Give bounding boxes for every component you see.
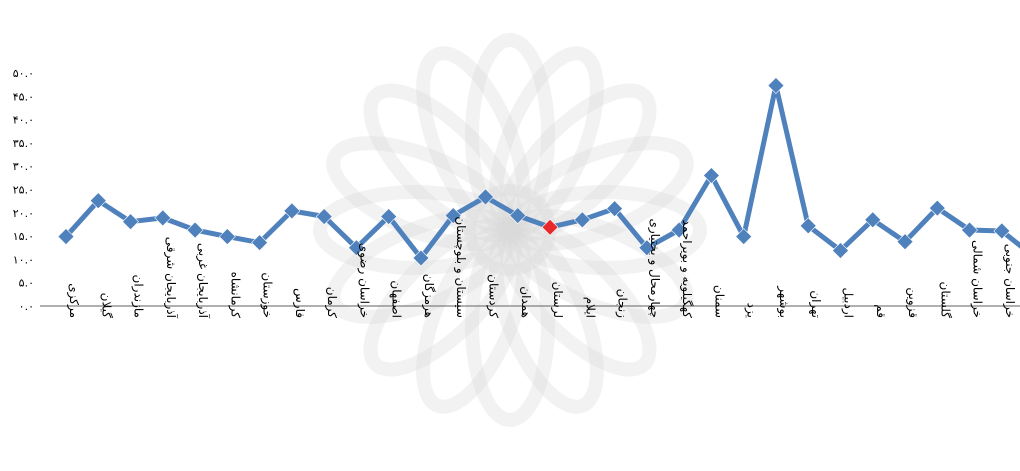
data-series xyxy=(57,77,1020,267)
data-point xyxy=(283,202,301,220)
x-category-label: اردبیل xyxy=(840,287,855,318)
x-category-label: کهگیلویه و بویراحمد xyxy=(679,220,694,319)
x-category-label: چهارمحال و بختیاری xyxy=(647,218,662,318)
y-tick-label: ۱۰.۰ xyxy=(13,253,34,266)
watermark-petal xyxy=(416,46,532,239)
y-tick-label: ۵۰.۰ xyxy=(13,67,34,80)
watermark-petal xyxy=(313,185,517,275)
watermark-petal xyxy=(326,208,519,324)
watermark-petal xyxy=(497,83,657,243)
x-category-label: کرمانشاه xyxy=(227,272,242,319)
x-category-label: فارس xyxy=(292,288,307,318)
data-point-highlighted xyxy=(541,218,559,236)
x-category-label: سمنان xyxy=(712,285,726,318)
data-point xyxy=(444,207,462,225)
x-category-label: اصفهان xyxy=(390,280,404,318)
x-category-label: زنجان xyxy=(615,289,630,319)
data-point xyxy=(832,242,849,259)
data-point xyxy=(57,228,75,245)
data-point xyxy=(251,234,269,252)
x-category-label: گیلان xyxy=(99,293,113,319)
x-category-label: مازندران xyxy=(131,275,146,318)
data-point xyxy=(89,192,107,210)
data-point xyxy=(993,222,1011,240)
x-category-label: سیستان و بلوچستان xyxy=(453,216,468,318)
x-category-label: ایلام xyxy=(583,297,597,318)
x-category-label: قم xyxy=(874,304,888,318)
x-category-label: آذربایجان شرقی xyxy=(163,237,179,319)
x-category-label: آذربایجان غربی xyxy=(195,243,211,319)
watermark-petal xyxy=(501,136,694,252)
data-point xyxy=(864,211,882,229)
x-category-label: قزوین xyxy=(905,287,920,318)
data-point xyxy=(799,217,817,235)
y-tick-label: ۴۰.۰ xyxy=(13,114,34,127)
data-point xyxy=(573,211,591,229)
x-category-label: خوزستان xyxy=(260,272,275,318)
y-axis-tick-labels: ۰.۰ ۵.۰ ۱۰.۰ ۱۵.۰ ۲۰.۰ ۲۵.۰ ۳۰.۰ ۳۵.۰ ۴۰.۰ ۴۵.۰ ۵۰… xyxy=(13,67,34,313)
data-point xyxy=(606,200,624,218)
x-category-label: کردستان xyxy=(486,274,501,318)
y-tick-label: ۱۵.۰ xyxy=(13,230,34,243)
watermark-petal xyxy=(416,221,532,414)
watermark-petal xyxy=(503,185,707,275)
data-point xyxy=(702,167,720,184)
data-point xyxy=(122,213,139,231)
watermark-petal xyxy=(501,208,694,324)
x-category-label: هرمزگان xyxy=(421,274,436,318)
data-point xyxy=(961,221,978,239)
y-tick-label: ۲۰.۰ xyxy=(13,207,34,220)
x-category-label: کرمان xyxy=(324,287,339,319)
data-point xyxy=(218,228,236,245)
watermark-petal xyxy=(488,221,604,414)
x-category-label: بوشهر xyxy=(776,285,791,318)
watermark-petal xyxy=(465,33,555,237)
data-point xyxy=(767,77,785,95)
data-point xyxy=(638,239,656,257)
y-tick-label: ۳۰.۰ xyxy=(13,160,34,173)
data-point xyxy=(928,199,946,217)
data-point xyxy=(896,233,914,251)
y-tick-label: ۲۵.۰ xyxy=(13,184,34,197)
x-category-label: خراسان رضوی xyxy=(356,243,371,318)
watermark-petal xyxy=(465,223,555,427)
x-category-label: تهران xyxy=(808,290,823,318)
watermark-petal xyxy=(363,83,523,243)
watermark-petal xyxy=(497,217,657,377)
x-category-label: مرکزی xyxy=(66,283,81,318)
x-category-label: خراسان شمالی xyxy=(970,240,985,318)
data-point xyxy=(348,239,365,257)
data-point xyxy=(154,209,172,227)
watermark-petal xyxy=(363,217,523,377)
data-point xyxy=(315,208,333,225)
y-tick-label: ۵.۰ xyxy=(19,277,34,290)
y-tick-label: ۰.۰ xyxy=(19,300,34,313)
data-point xyxy=(477,188,494,206)
x-category-label: یزد xyxy=(744,303,759,318)
data-point xyxy=(412,249,430,267)
data-point xyxy=(186,221,204,239)
x-category-label: گلستان xyxy=(938,282,952,319)
x-category-label: همدان xyxy=(519,286,533,318)
x-category-label: خراسان جنوبی xyxy=(1002,244,1017,318)
watermark-petal xyxy=(488,46,604,239)
watermark-petal xyxy=(326,136,519,252)
data-point xyxy=(670,221,688,239)
data-point xyxy=(380,208,398,225)
data-point xyxy=(735,228,753,245)
y-tick-label: ۳۵.۰ xyxy=(13,137,34,150)
x-category-label: لرستان xyxy=(550,282,565,318)
y-tick-label: ۴۵.۰ xyxy=(13,90,34,103)
x-axis-category-labels: مرکزی گیلان مازندران آذربایجان شرقی آذربایجا… xyxy=(66,216,1017,319)
data-point xyxy=(509,207,527,225)
